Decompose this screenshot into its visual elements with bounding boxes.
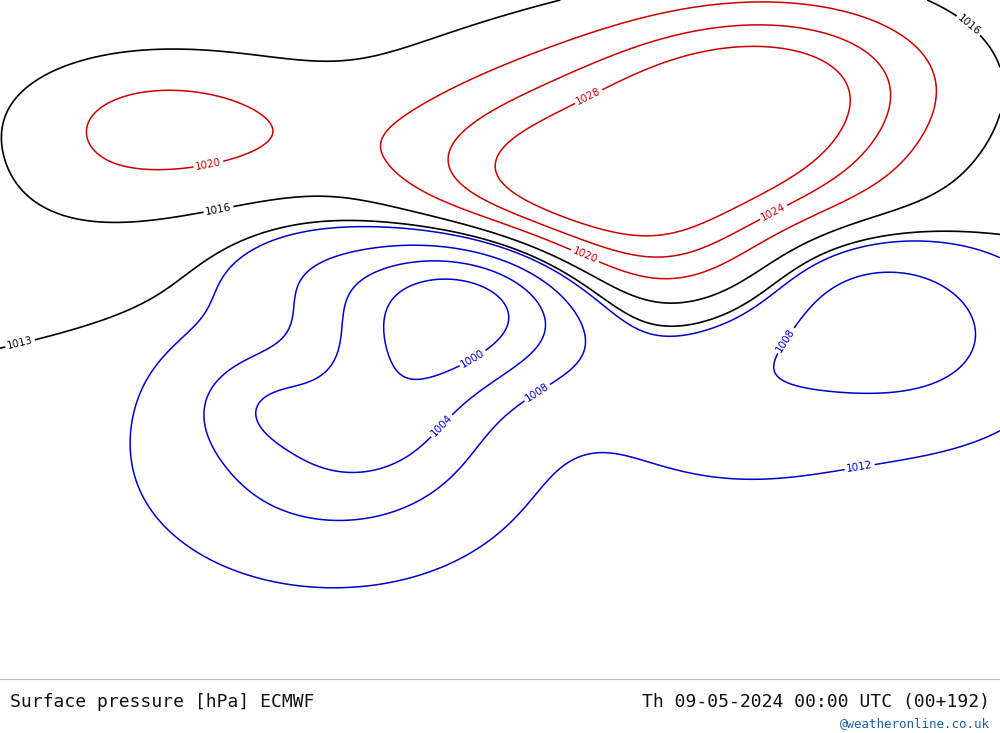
Text: 1008: 1008 [774,327,797,354]
Text: @weatheronline.co.uk: @weatheronline.co.uk [840,718,990,730]
Text: 1020: 1020 [195,157,222,172]
Text: Surface pressure [hPa] ECMWF: Surface pressure [hPa] ECMWF [10,693,314,712]
Text: 1000: 1000 [459,347,487,369]
Text: 1004: 1004 [429,413,454,439]
Text: 1016: 1016 [956,12,982,37]
Text: 1024: 1024 [760,202,788,223]
Text: 1013: 1013 [6,336,34,351]
Text: Th 09-05-2024 00:00 UTC (00+192): Th 09-05-2024 00:00 UTC (00+192) [642,693,990,712]
Text: 1012: 1012 [846,460,874,474]
Text: 1020: 1020 [571,246,599,265]
Text: 1008: 1008 [523,381,551,404]
Text: 1016: 1016 [205,202,232,217]
Text: 1028: 1028 [575,86,603,107]
